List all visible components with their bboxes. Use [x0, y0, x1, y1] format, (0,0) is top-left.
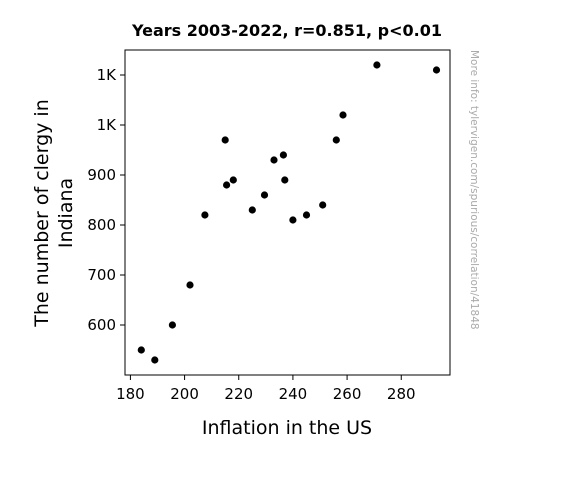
x-axis-ticks: 180 200 220 240 260 280 [116, 375, 416, 403]
y-tick-label-6: 1K [97, 66, 118, 84]
data-point-16 [319, 201, 327, 209]
x-tick-label-3: 220 [224, 385, 253, 403]
plot-frame [124, 49, 451, 376]
data-point-9 [248, 206, 256, 214]
y-axis-label-line1: The number of clergy in [31, 99, 53, 327]
data-point-4 [186, 281, 194, 289]
data-point-20 [432, 66, 441, 74]
data-point-7 [223, 181, 231, 189]
data-point-6 [221, 136, 229, 144]
data-point-13 [281, 176, 289, 184]
data-point-17 [332, 136, 340, 144]
data-point-11 [270, 156, 278, 164]
y-tick-label-3: 800 [87, 216, 116, 234]
data-point-19 [373, 61, 381, 69]
y-axis-label: The number of clergy in Indiana [31, 99, 77, 327]
y-tick-label-5: 1K [97, 116, 118, 134]
data-point-5 [201, 211, 209, 219]
y-tick-label-4: 900 [87, 166, 116, 184]
y-tick-label-2: 700 [87, 266, 116, 284]
data-point-15 [302, 211, 311, 219]
data-point-12 [279, 151, 287, 159]
data-point-14 [289, 216, 297, 224]
chart-title: Years 2003-2022, r=0.851, p<0.01 [131, 21, 442, 40]
y-tick-label-1: 600 [87, 316, 116, 334]
watermark-text: More info: tylervigen.com/spurious/corre… [468, 50, 480, 330]
data-points [137, 61, 441, 364]
x-tick-label-1: 180 [116, 385, 145, 403]
data-point-3 [168, 321, 176, 329]
y-axis-label-line2: Indiana [55, 178, 77, 248]
data-point-8 [229, 176, 237, 184]
data-point-1 [137, 346, 145, 354]
y-axis-ticks: 600 700 800 900 1K 1K [87, 66, 125, 334]
x-tick-label-2: 200 [170, 385, 199, 403]
x-tick-label-5: 260 [333, 385, 362, 403]
x-tick-label-6: 280 [387, 385, 416, 403]
data-point-10 [260, 191, 269, 199]
data-point-2 [151, 356, 159, 364]
x-tick-label-4: 240 [279, 385, 308, 403]
x-axis-label: Inflation in the US [202, 417, 372, 439]
data-point-18 [339, 111, 347, 119]
